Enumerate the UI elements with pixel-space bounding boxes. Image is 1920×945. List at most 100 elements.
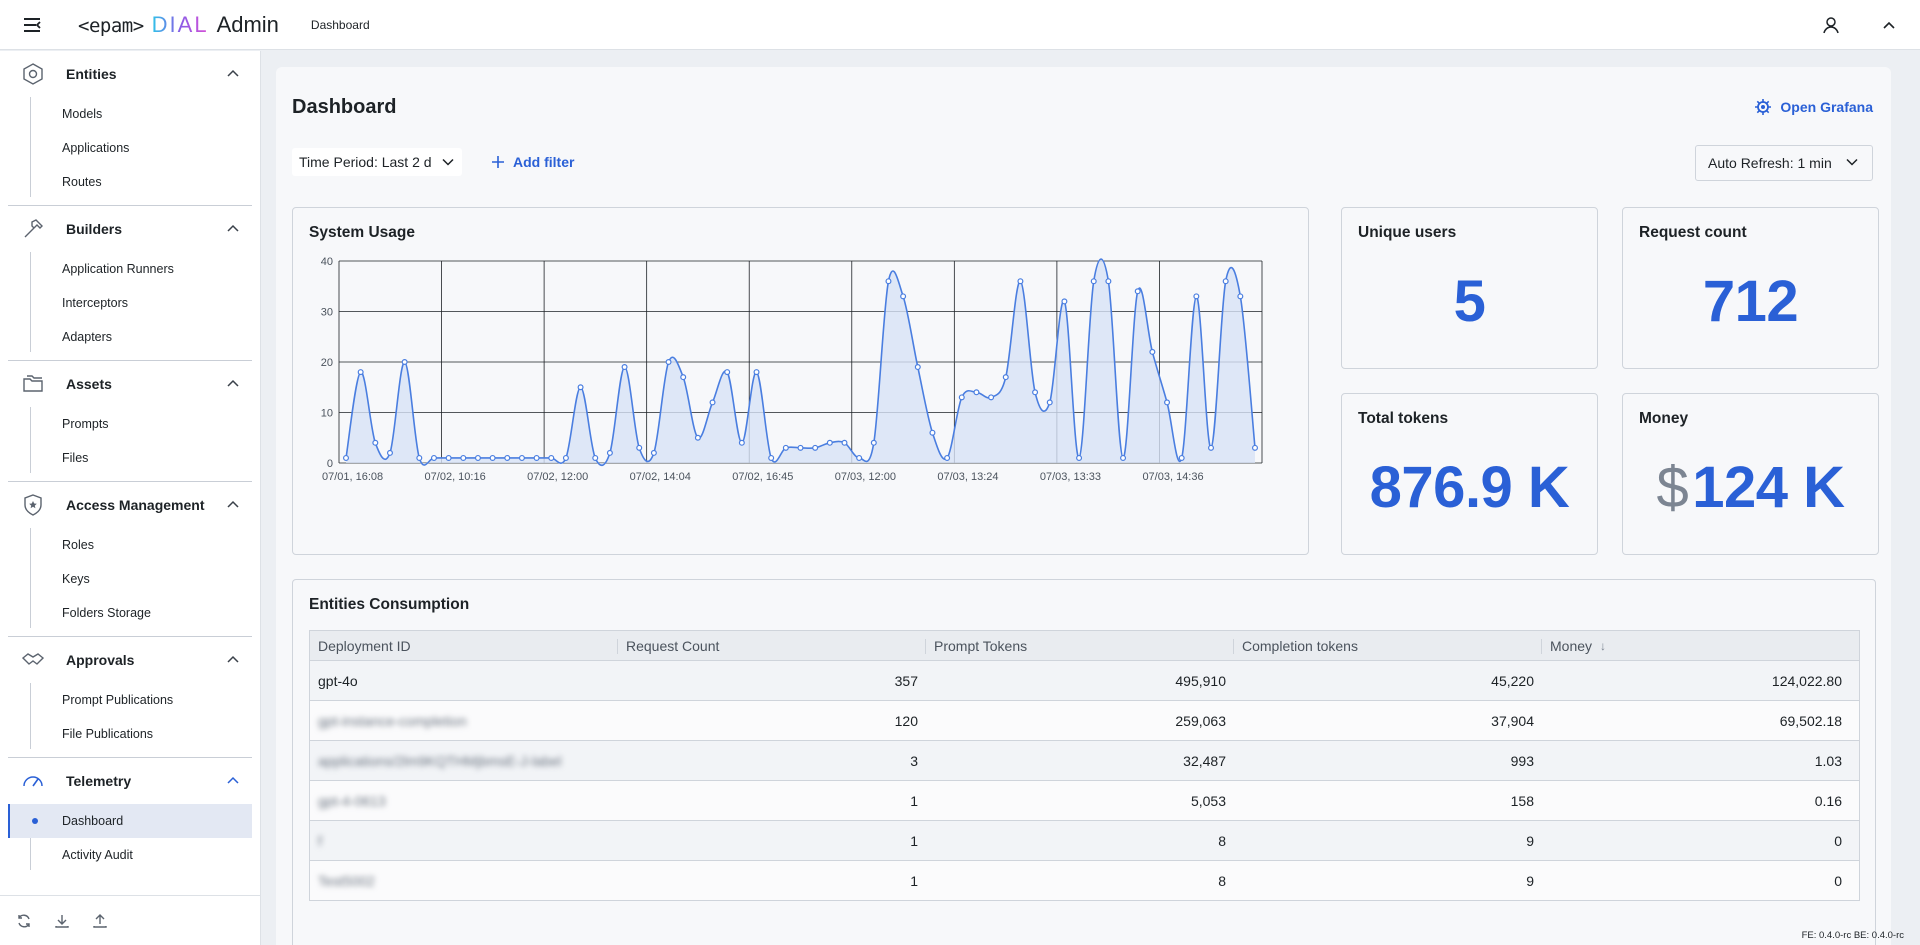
sidebar-item-interceptors[interactable]: Interceptors <box>62 296 129 310</box>
sidebar-group-head-entities[interactable]: Entities <box>8 51 252 97</box>
data-point <box>577 384 584 391</box>
column-header-prompt-tokens[interactable]: Prompt Tokens <box>926 631 1234 660</box>
column-header-request-count[interactable]: Request Count <box>618 631 926 660</box>
sidebar-item-keys[interactable]: Keys <box>62 572 90 586</box>
x-tick-label: 07/03, 12:00 <box>835 471 896 483</box>
auto-refresh-select[interactable]: Auto Refresh: 1 min <box>1695 145 1873 181</box>
table-cell: 1 <box>910 872 918 889</box>
chevron-up-icon[interactable] <box>226 773 240 787</box>
sidebar-item-dashboard[interactable]: Dashboard <box>8 804 252 838</box>
money-card: Money $124 K <box>1622 393 1879 555</box>
data-point <box>621 364 628 371</box>
chevron-up-icon[interactable] <box>226 652 240 666</box>
add-filter-button[interactable]: Add filter <box>492 150 574 174</box>
sidebar-group-head-builders[interactable]: Builders <box>8 206 252 252</box>
refresh-icon[interactable] <box>12 909 36 933</box>
sidebar-item-models[interactable]: Models <box>62 107 103 121</box>
data-point <box>1134 288 1141 295</box>
upload-icon[interactable] <box>88 909 112 933</box>
data-point <box>1237 293 1244 300</box>
chevron-up-icon[interactable] <box>1872 8 1906 42</box>
data-point <box>782 444 789 451</box>
table-row[interactable]: Test5002 1 8 9 0 <box>309 861 1860 901</box>
chevron-up-icon[interactable] <box>226 497 240 511</box>
app-logo[interactable]: <epam> DIAL Admin <box>78 12 279 38</box>
table-title: Entities Consumption <box>309 596 470 613</box>
open-grafana-button[interactable]: Open Grafana <box>1754 98 1873 116</box>
data-point <box>1090 278 1097 285</box>
sidebar-group-head-telemetry[interactable]: Telemetry <box>8 758 252 804</box>
hammer-icon <box>20 216 46 242</box>
chevron-up-icon[interactable] <box>226 66 240 80</box>
data-point <box>1149 348 1156 355</box>
sidebar-group-head-approvals[interactable]: Approvals <box>8 637 252 683</box>
data-point <box>1061 298 1068 305</box>
total-tokens-label: Total tokens <box>1358 410 1449 427</box>
user-icon[interactable] <box>1814 8 1848 42</box>
sidebar-group-head-assets[interactable]: Assets <box>8 361 252 407</box>
sidebar-group-builders: Builders Application Runners Interceptor… <box>8 206 252 361</box>
menu-toggle-icon[interactable] <box>16 9 48 41</box>
data-point <box>1002 374 1009 381</box>
x-tick-label: 07/03, 14:36 <box>1142 471 1203 483</box>
sidebar-item-activity-audit[interactable]: Activity Audit <box>62 848 133 862</box>
table-row[interactable]: gpt-4-0613 1 5,053 158 0.16 <box>309 781 1860 821</box>
folders-icon <box>20 371 46 397</box>
sidebar-item-adapters[interactable]: Adapters <box>62 330 113 344</box>
data-point <box>680 374 687 381</box>
data-point <box>724 369 731 376</box>
unique-users-label: Unique users <box>1358 224 1457 241</box>
x-tick-label: 07/03, 13:33 <box>1040 471 1101 483</box>
data-point <box>548 454 555 461</box>
table-cell: 0 <box>1834 872 1842 889</box>
table-cell: 37,904 <box>1491 712 1534 729</box>
sidebar-item-prompts[interactable]: Prompts <box>62 417 109 431</box>
request-count-value: 712 <box>1702 269 1799 334</box>
data-point <box>1178 454 1185 461</box>
sidebar-item-applications[interactable]: Applications <box>62 141 130 155</box>
data-point <box>709 399 716 406</box>
data-point <box>474 454 481 461</box>
table-row[interactable]: gpt-instance-completion 120 259,063 37,904 6… <box>309 701 1860 741</box>
download-icon[interactable] <box>50 909 74 933</box>
sidebar-item-application-runners[interactable]: Application Runners <box>62 262 174 276</box>
main-content: Dashboard Open Grafana Time Period: Last… <box>276 67 1891 945</box>
data-point <box>841 439 848 446</box>
data-point <box>797 444 804 451</box>
unique-users-card: Unique users 5 <box>1341 207 1598 369</box>
sidebar-item-routes[interactable]: Routes <box>62 175 102 189</box>
data-point <box>753 369 760 376</box>
sidebar-item-file-publications[interactable]: File Publications <box>62 727 154 741</box>
data-point <box>738 439 745 446</box>
table-row[interactable]: gpt-4o 357 495,910 45,220 124,022.80 <box>309 661 1860 701</box>
sidebar-item-folders-storage[interactable]: Folders Storage <box>62 606 151 620</box>
data-point <box>1164 399 1171 406</box>
currency-symbol: $ <box>1656 455 1689 520</box>
chevron-up-icon[interactable] <box>226 376 240 390</box>
data-point <box>870 439 877 446</box>
data-point <box>592 454 599 461</box>
sidebar-group-head-access-management[interactable]: Access Management <box>8 482 252 528</box>
table-cell: Test5002 <box>318 872 375 889</box>
table-row[interactable]: applications/2lm9KQTHMjbmsE-J-label 3 32,4… <box>309 741 1860 781</box>
table-cell: gpt-4-0613 <box>318 792 386 809</box>
y-tick-label: 20 <box>321 357 333 369</box>
sidebar-item-roles[interactable]: Roles <box>62 538 94 552</box>
column-header-completion-tokens[interactable]: Completion tokens <box>1234 631 1542 660</box>
sidebar-item-prompt-publications[interactable]: Prompt Publications <box>62 693 174 707</box>
chevron-up-icon[interactable] <box>226 221 240 235</box>
data-point <box>973 389 980 396</box>
grafana-icon <box>1755 99 1772 115</box>
column-header-deployment-id[interactable]: Deployment ID <box>310 631 618 660</box>
total-tokens-value: 876.9 K <box>1369 455 1570 520</box>
sidebar-item-files[interactable]: Files <box>62 451 89 465</box>
table-cell: 32,487 <box>1183 752 1226 769</box>
data-point <box>856 454 863 461</box>
column-header-money[interactable]: Money ↓ <box>1550 637 1607 654</box>
money-value: $124 K <box>1656 455 1845 520</box>
data-point <box>1032 389 1039 396</box>
table-cell: 0.16 <box>1814 792 1842 809</box>
time-period-select[interactable]: Time Period: Last 2 d <box>292 148 462 176</box>
x-tick-label: 07/03, 13:24 <box>937 471 998 483</box>
